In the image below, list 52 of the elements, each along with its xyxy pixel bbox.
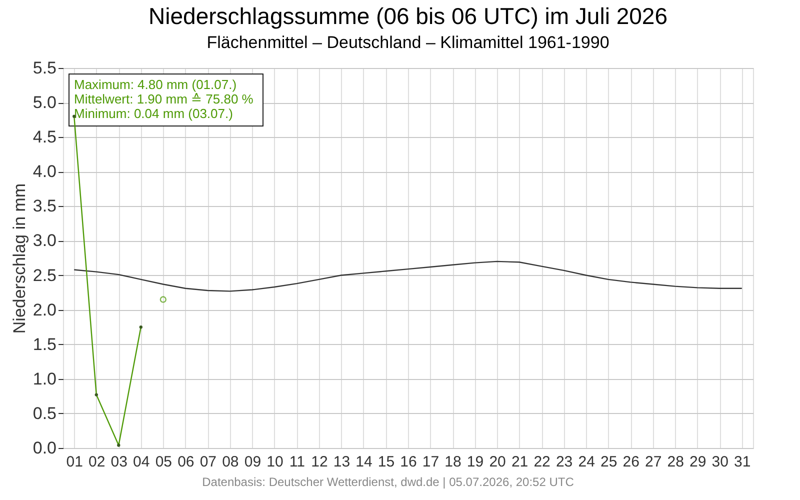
x-tick-label: 03 [110, 454, 128, 470]
y-tick-label: 4.5 [32, 128, 56, 147]
x-tick-label: 27 [644, 454, 662, 470]
x-tick-label: 23 [556, 454, 573, 470]
x-tick-label: 07 [200, 454, 217, 470]
x-tick-label: 26 [622, 454, 640, 470]
chart-title: Niederschlagssumme (06 bis 06 UTC) im Juli 2026 [148, 3, 668, 29]
x-tick-label: 15 [378, 454, 395, 470]
x-tick-label: 17 [422, 454, 440, 470]
y-tick-label: 2.5 [32, 266, 56, 285]
x-tick-label: 31 [734, 454, 751, 470]
x-tick-label: 20 [489, 454, 506, 470]
x-tick-label: 30 [712, 454, 728, 470]
y-tick-label: 3.5 [32, 196, 56, 216]
y-tick-label: 5.5 [32, 58, 56, 78]
x-tick-label: 14 [356, 454, 372, 470]
x-tick-label: 28 [667, 454, 684, 470]
x-tick-label: 09 [244, 454, 262, 470]
x-tick-label: 05 [155, 454, 172, 470]
x-tick-label: 16 [400, 454, 417, 470]
x-tick-label: 01 [66, 454, 83, 470]
x-tick-label: 06 [178, 454, 194, 470]
y-tick-label: 0.5 [32, 404, 56, 423]
x-tick-label: 24 [578, 454, 595, 470]
x-tick-label: 11 [289, 454, 305, 470]
x-tick-label: 13 [333, 454, 350, 470]
x-tick-label: 18 [444, 454, 462, 470]
x-tick-label: 04 [133, 454, 150, 470]
y-tick-label: 2.0 [32, 300, 56, 320]
y-tick-label: 0.0 [32, 438, 56, 458]
x-tick-label: 02 [88, 454, 106, 470]
annotation: Mittelwert: 1.90 mm ≙ 75.80 % [74, 92, 254, 106]
chart-subtitle: Flächenmittel – Deutschland – Klimamittel 1961-1990 [206, 33, 610, 52]
point [160, 296, 166, 303]
line-series [74, 260, 742, 292]
y-axis-title: Niederschlag in mm [10, 183, 29, 334]
text: Datenbasis: Deutscher Wetterdienst, dwd.de | 05.07.2026, 20:52 UTC [202, 475, 574, 489]
y-tick-label: 1.0 [32, 369, 56, 388]
x-tick-label: 12 [311, 454, 328, 470]
x-tick-label: 08 [222, 454, 239, 470]
y-tick-label: 1.5 [32, 334, 56, 354]
x-tick-label: 19 [466, 454, 484, 470]
x-tick-label: 29 [690, 454, 706, 470]
annotation: Minimum: 0.04 mm (03.07.) [74, 106, 233, 121]
y-tick-label: 3.0 [32, 231, 56, 250]
x-tick-label: 21 [511, 454, 528, 470]
y-tick-label: 4.0 [32, 162, 56, 182]
y-tick-label: 5.0 [32, 93, 56, 112]
annotation: Maximum: 4.80 mm (01.07.) [74, 77, 237, 92]
x-tick-label: 25 [600, 454, 618, 470]
x-tick-label: 22 [534, 454, 550, 470]
x-tick-label: 10 [266, 454, 284, 470]
